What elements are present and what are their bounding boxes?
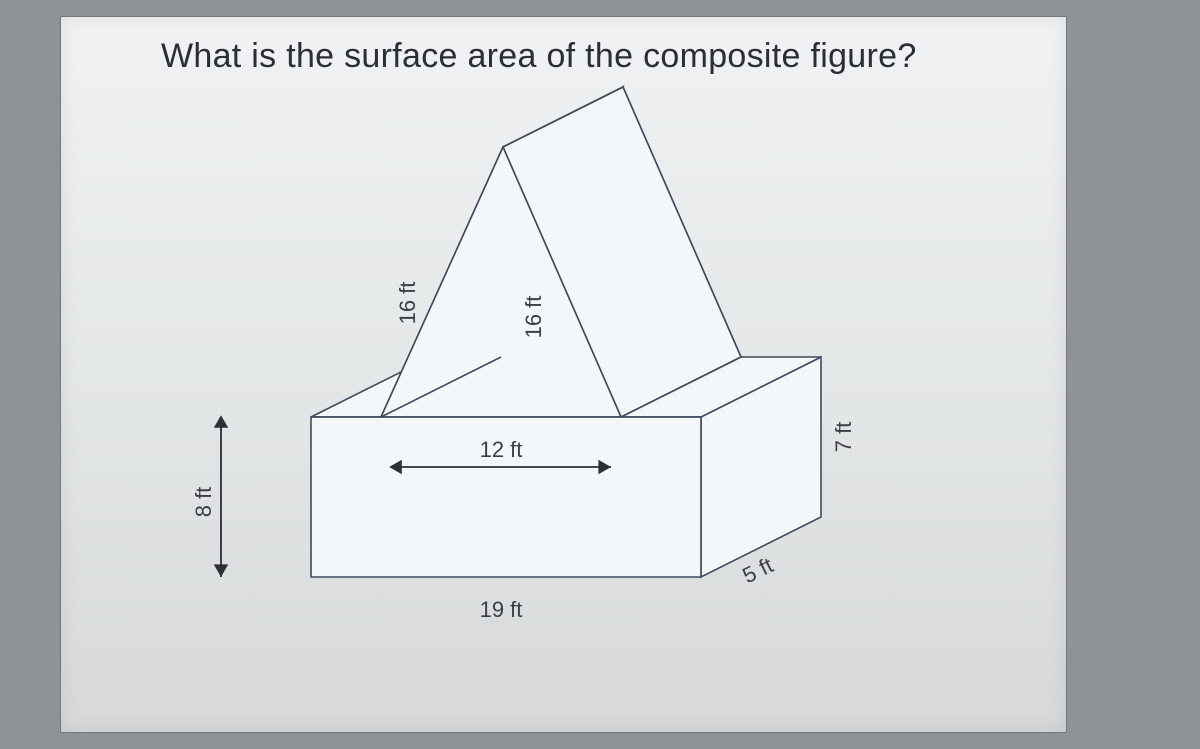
dim-label-16ft-right: 16 ft bbox=[521, 296, 546, 339]
dim-label-5ft: 5 ft bbox=[738, 552, 776, 588]
dim-label-7ft: 7 ft bbox=[831, 422, 856, 453]
dim-label-19ft: 19 ft bbox=[480, 597, 523, 622]
dim-label-8ft: 8 ft bbox=[191, 487, 216, 518]
dim-label-12ft: 12 ft bbox=[480, 437, 523, 462]
composite-figure: 8 ft 16 ft 16 ft 12 ft 19 ft 5 ft 7 ft bbox=[61, 17, 1066, 732]
question-text: What is the surface area of the composit… bbox=[161, 37, 917, 76]
worksheet-panel: What is the surface area of the composit… bbox=[60, 16, 1067, 733]
dim-label-16ft-left: 16 ft bbox=[395, 282, 420, 325]
